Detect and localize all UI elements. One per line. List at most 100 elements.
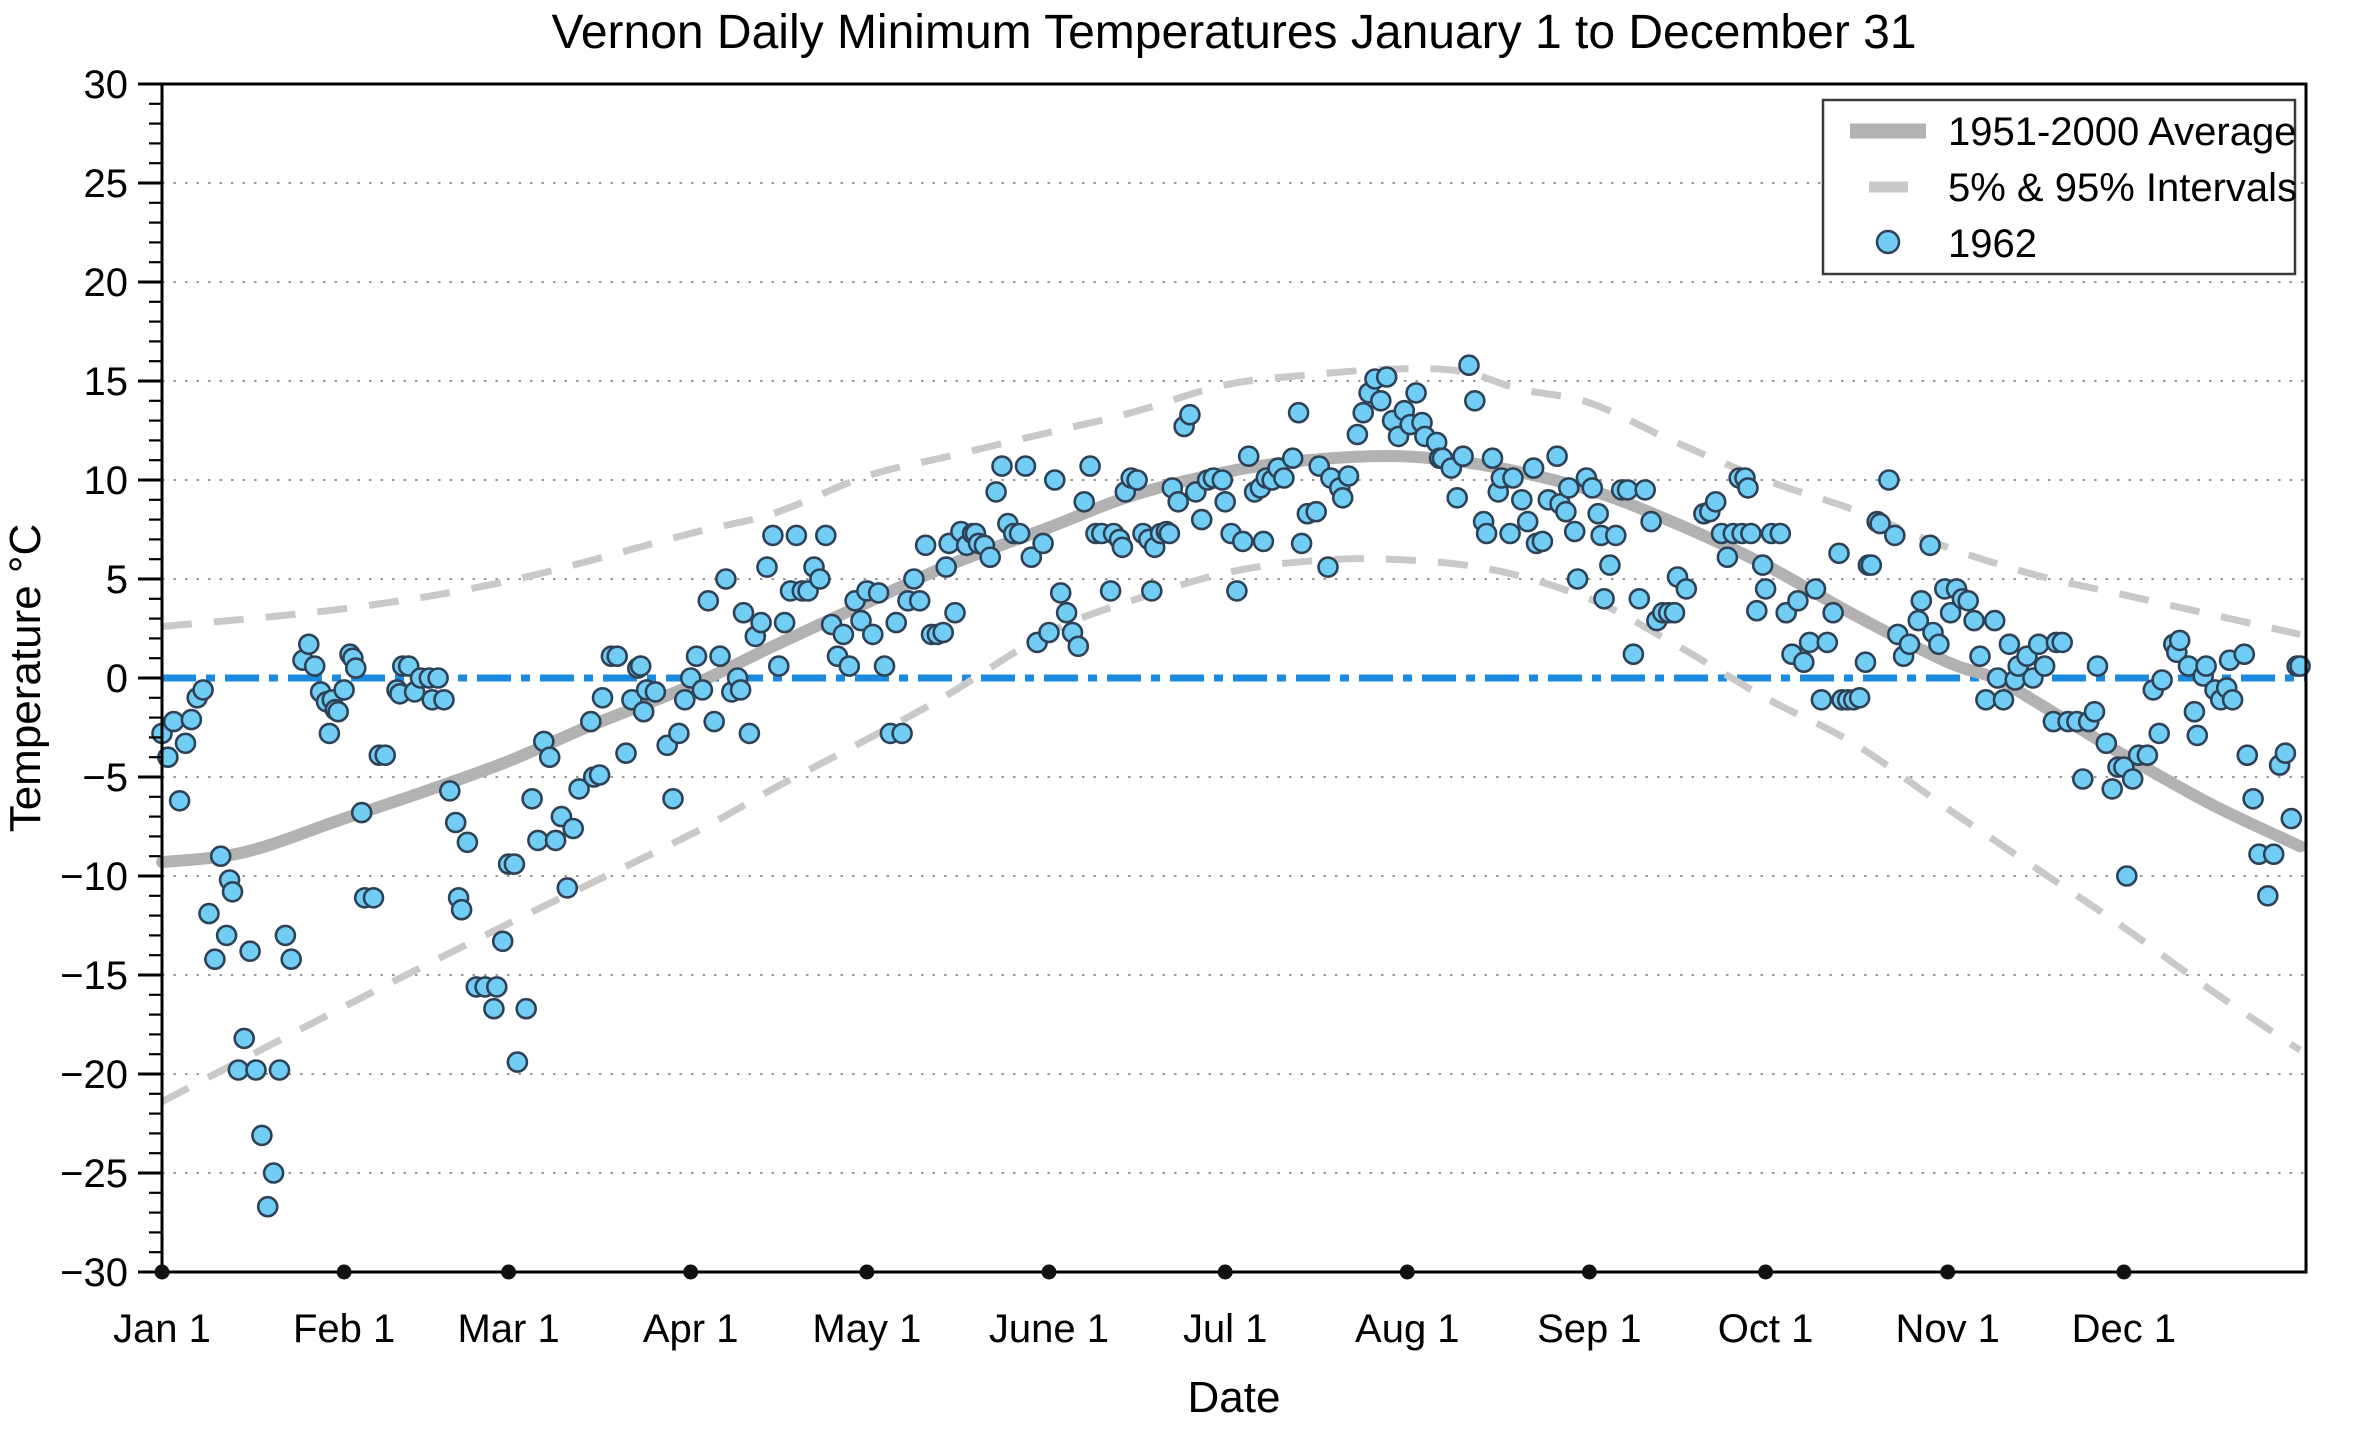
data-point	[1055, 601, 1078, 624]
data-point	[1793, 651, 1815, 674]
legend-intervals-label: 5% & 95% Intervals	[1948, 166, 2297, 210]
y-tick-label: 10	[84, 459, 129, 503]
data-point	[1769, 522, 1792, 545]
data-point	[709, 645, 731, 668]
month-tick-dot	[859, 1264, 875, 1280]
data-point	[344, 657, 367, 679]
data-point	[1983, 609, 2006, 632]
tick-labels-layer: −30 −25 −20 −15 −10 −5 0 5 10 15 20 25 30 Jan 1 Feb 1 M…	[60, 63, 2176, 1351]
x-tick-label: Nov 1	[1895, 1307, 2000, 1351]
data-point	[838, 655, 861, 677]
data-point	[588, 764, 611, 786]
data-point	[1616, 479, 1639, 501]
y-tick-label: 30	[84, 63, 129, 107]
data-point	[2083, 700, 2106, 723]
data-point	[1475, 522, 1498, 545]
data-point	[1158, 522, 1181, 545]
data-point	[885, 611, 908, 634]
data-point	[427, 667, 449, 689]
data-point	[168, 789, 191, 812]
data-point	[979, 546, 1002, 569]
data-point	[297, 633, 320, 656]
data-point	[444, 811, 467, 834]
data-point	[729, 679, 752, 701]
data-point	[274, 924, 297, 947]
month-tick-dot	[1217, 1264, 1233, 1280]
x-axis-label: Date	[1188, 1373, 1281, 1422]
data-point	[1986, 667, 2009, 689]
data-point	[1716, 546, 1739, 569]
data-point	[2101, 778, 2123, 800]
data-point	[861, 623, 884, 646]
data-point	[438, 780, 461, 802]
data-point	[738, 722, 761, 745]
y-tick-label: 15	[84, 360, 129, 404]
data-point	[1499, 522, 1521, 545]
data-point	[1531, 530, 1554, 553]
data-point	[579, 710, 602, 733]
data-point	[697, 589, 720, 612]
data-point	[644, 681, 667, 703]
data-point	[433, 688, 455, 711]
data-point	[1640, 510, 1662, 533]
data-point	[2236, 744, 2259, 767]
data-point	[767, 655, 790, 677]
month-tick-dot	[2116, 1264, 2132, 1280]
data-point	[1126, 469, 1148, 491]
data-point	[1179, 403, 1201, 426]
data-point	[2148, 722, 2170, 745]
x-tick-label: June 1	[989, 1307, 1109, 1351]
data-point	[1878, 469, 1900, 491]
data-point	[1563, 520, 1586, 543]
legend-average-label: 1951-2000 Average	[1948, 110, 2296, 154]
data-point	[2121, 768, 2144, 790]
data-point	[1281, 447, 1304, 470]
x-tick-label: Dec 1	[2072, 1307, 2177, 1351]
month-tick-dot	[1399, 1264, 1415, 1280]
data-point	[1566, 568, 1589, 590]
data-point	[544, 829, 567, 852]
data-point	[1073, 490, 1095, 513]
y-tick-label: −20	[60, 1053, 128, 1097]
data-point	[703, 710, 726, 733]
data-point	[1992, 688, 2015, 711]
data-point	[668, 722, 690, 745]
data-point	[491, 930, 514, 953]
data-point	[1405, 382, 1427, 404]
y-tick-label: 0	[106, 657, 128, 701]
data-point	[1848, 686, 1871, 709]
data-point	[2033, 655, 2056, 677]
data-point	[935, 556, 958, 578]
data-point	[515, 997, 538, 1020]
data-point	[1919, 534, 1941, 557]
month-tick-dot	[154, 1264, 170, 1280]
data-point	[1452, 445, 1474, 468]
data-point	[503, 853, 526, 875]
data-point	[1067, 635, 1090, 658]
data-point	[215, 924, 238, 947]
x-tick-label: Jan 1	[113, 1307, 211, 1351]
data-point	[1593, 587, 1615, 610]
data-point	[1746, 599, 1768, 622]
data-point	[1963, 609, 1985, 632]
data-point	[180, 708, 203, 731]
data-point	[673, 688, 696, 711]
data-point	[750, 611, 772, 634]
x-tick-label: Oct 1	[1718, 1307, 1814, 1351]
legend-1962-marker-icon	[1875, 229, 1901, 255]
data-point	[1044, 469, 1066, 491]
data-point	[891, 722, 913, 745]
data-point	[1928, 633, 1950, 656]
data-point	[450, 898, 473, 921]
data-point	[538, 746, 561, 769]
data-point	[1587, 502, 1609, 525]
data-point	[1375, 366, 1398, 388]
data-point	[1458, 354, 1480, 377]
data-point	[1141, 580, 1163, 602]
data-point	[903, 568, 925, 590]
data-point	[1599, 554, 1621, 576]
data-point	[2168, 629, 2191, 652]
data-point	[1628, 587, 1651, 610]
data-point	[2027, 633, 2050, 656]
data-point	[256, 1195, 279, 1218]
